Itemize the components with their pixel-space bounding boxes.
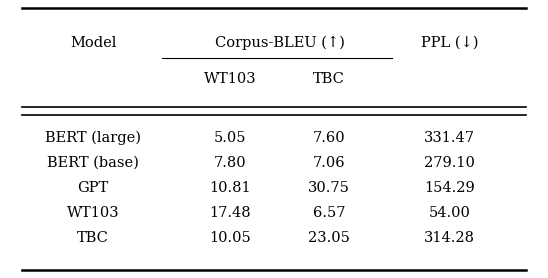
Text: 331.47: 331.47 [424,131,475,145]
Text: 7.80: 7.80 [214,156,247,170]
Text: 10.05: 10.05 [209,231,251,245]
Text: 154.29: 154.29 [424,181,475,195]
Text: 7.06: 7.06 [312,156,345,170]
Text: TBC: TBC [77,231,109,245]
Text: WT103: WT103 [67,206,119,220]
Text: Corpus-BLEU (↑): Corpus-BLEU (↑) [215,36,344,50]
Text: TBC: TBC [313,72,345,86]
Text: 7.60: 7.60 [312,131,345,145]
Text: 30.75: 30.75 [308,181,350,195]
Text: PPL (↓): PPL (↓) [421,36,478,50]
Text: 5.05: 5.05 [214,131,247,145]
Text: 279.10: 279.10 [424,156,475,170]
Text: 54.00: 54.00 [429,206,470,220]
Text: WT103: WT103 [204,72,256,86]
Text: Model: Model [70,36,116,50]
Text: 17.48: 17.48 [209,206,251,220]
Text: 6.57: 6.57 [312,206,345,220]
Text: 314.28: 314.28 [424,231,475,245]
Text: BERT (base): BERT (base) [47,156,139,170]
Text: BERT (large): BERT (large) [45,130,141,145]
Text: GPT: GPT [77,181,109,195]
Text: 10.81: 10.81 [209,181,251,195]
Text: 23.05: 23.05 [308,231,350,245]
